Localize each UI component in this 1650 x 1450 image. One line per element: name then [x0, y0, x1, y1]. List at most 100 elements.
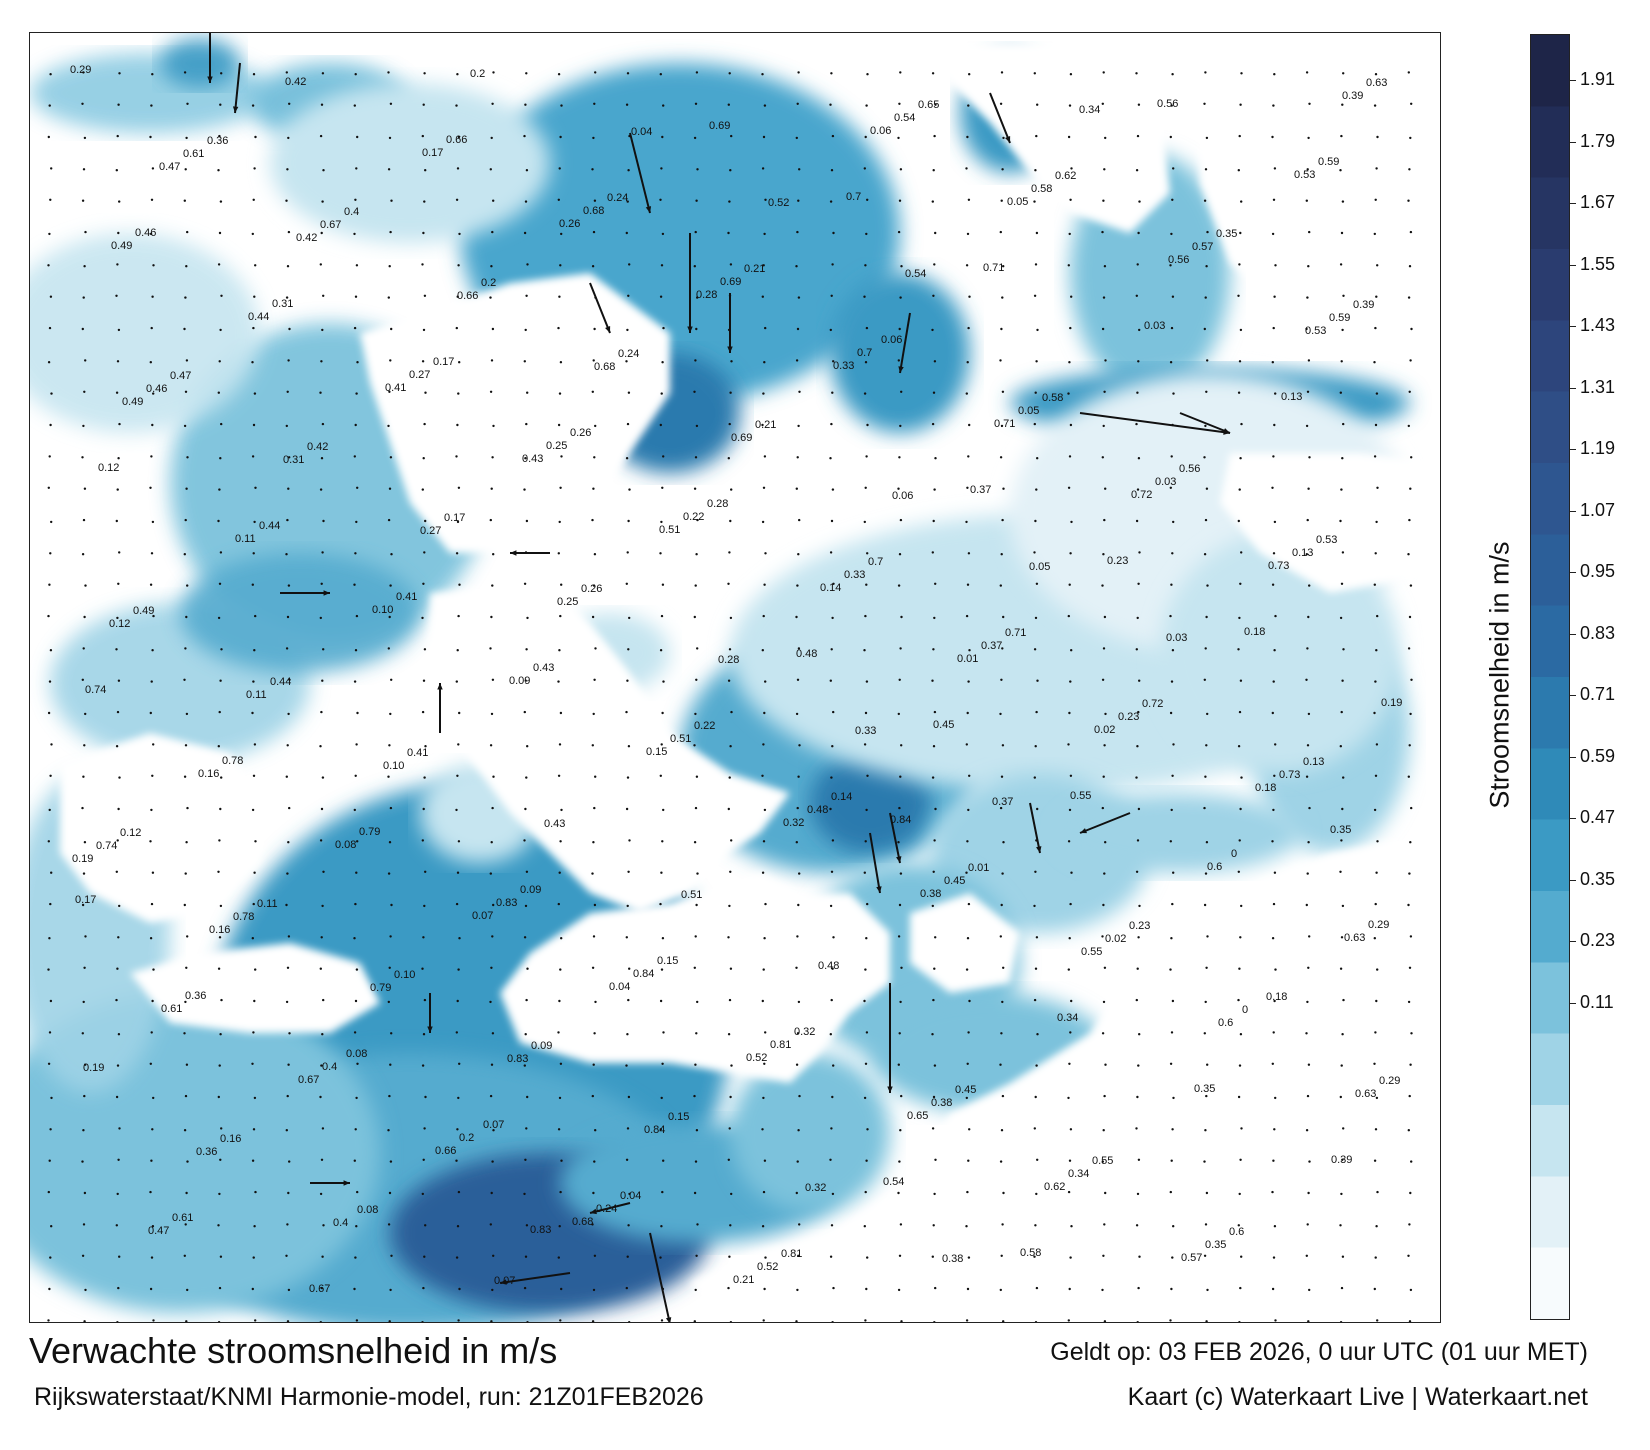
- speed-label: 0.54: [883, 1176, 904, 1188]
- flow-vector: [966, 361, 969, 364]
- flow-vector: [218, 839, 221, 842]
- flow-vector: [117, 457, 120, 460]
- flow-vector: [591, 872, 594, 875]
- flow-vector: [491, 327, 495, 331]
- flow-vector: [1238, 1192, 1241, 1196]
- speed-label: 0.42: [285, 76, 306, 88]
- flow-vector: [490, 487, 493, 490]
- flow-vector: [491, 806, 494, 810]
- flow-vector: [422, 936, 425, 939]
- flow-vector: [387, 296, 390, 299]
- flow-vector: [252, 73, 256, 76]
- flow-vector: [627, 519, 630, 523]
- flow-vector: [1137, 1158, 1141, 1162]
- flow-vector: [319, 839, 323, 842]
- flow-vector: [354, 423, 357, 427]
- flow-vector: [285, 1129, 288, 1132]
- speed-label: 0.29: [1379, 1075, 1400, 1087]
- flow-vector: [1203, 456, 1206, 459]
- flow-vector: [421, 134, 424, 138]
- flow-vector: [355, 392, 358, 395]
- flow-vector: [458, 232, 461, 236]
- speed-label: 0.73: [1268, 560, 1289, 572]
- flow-vector: [1373, 104, 1377, 107]
- flow-vector: [1203, 678, 1207, 681]
- flow-vector: [47, 1319, 50, 1322]
- flow-vector-head: [500, 1279, 507, 1285]
- speed-label: 0.45: [944, 875, 965, 887]
- flow-vector: [218, 360, 221, 363]
- flow-vector: [1373, 1062, 1376, 1066]
- flow-vector: [1308, 230, 1311, 234]
- current-speed-map[interactable]: 0.290.360.40.20.240.210.060.050.030.130.…: [30, 33, 1441, 1323]
- speed-label: 0.24: [607, 192, 628, 204]
- flow-vector: [525, 519, 529, 523]
- flow-vector: [149, 1062, 152, 1066]
- flow-vector: [1135, 1127, 1138, 1130]
- flow-vector: [626, 551, 629, 554]
- flow-vector: [797, 553, 800, 556]
- flow-vector: [421, 263, 424, 266]
- flow-vector: [865, 937, 868, 940]
- flow-vector: [558, 999, 561, 1003]
- speed-label: 0.49: [111, 240, 132, 252]
- flow-vector: [457, 614, 460, 618]
- flow-vector: [999, 1288, 1002, 1292]
- speed-label: 0.02: [1105, 933, 1126, 945]
- flow-vector: [387, 1223, 391, 1226]
- flow-vector: [591, 1094, 594, 1098]
- speed-label: 0.34: [1057, 1012, 1078, 1024]
- flow-vector: [729, 745, 732, 748]
- flow-vector: [218, 582, 222, 585]
- flow-vector: [219, 200, 223, 203]
- land-area: [1220, 453, 1440, 593]
- flow-vector: [659, 423, 662, 427]
- flow-vector: [1170, 104, 1173, 107]
- flow-vector: [932, 998, 935, 1002]
- flow-vector: [967, 552, 971, 555]
- flow-vector: [1138, 904, 1141, 908]
- flow-vector: [149, 583, 153, 586]
- flow-vector: [1272, 1256, 1276, 1259]
- flow-vector: [694, 806, 698, 810]
- flow-vector: [1339, 391, 1343, 394]
- flow-vector: [387, 518, 391, 522]
- flow-vector: [932, 870, 935, 873]
- flow-vector: [218, 488, 221, 491]
- flow-vector: [999, 359, 1002, 362]
- flow-vector: [1341, 457, 1344, 460]
- flow-vector: [763, 232, 766, 236]
- map-frame[interactable]: 0.29 0.36 0.4 0.2 0.24 0.21 0.06 0.05 0.03 0.13 0.…: [29, 32, 1441, 1323]
- flow-vector: [1410, 1032, 1413, 1035]
- flow-vector: [1271, 583, 1275, 586]
- flow-vector: [829, 200, 833, 203]
- flow-vector: [931, 551, 934, 554]
- speed-label: 0.22: [683, 511, 704, 523]
- flow-vector: [524, 103, 527, 106]
- speed-label: 0.25: [557, 596, 578, 608]
- flow-vector: [389, 102, 393, 106]
- flow-vector: [864, 968, 867, 971]
- speed-label: 0.83: [507, 1053, 528, 1065]
- speed-label: 0.33: [855, 725, 876, 737]
- flow-vector: [1408, 1320, 1412, 1322]
- flow-vector: [1203, 806, 1206, 810]
- speed-label: 0.43: [522, 453, 543, 465]
- flow-vector: [457, 1096, 460, 1100]
- flow-vector: [117, 231, 120, 235]
- flow-vector: [1136, 616, 1139, 620]
- flow-vector: [1340, 134, 1343, 138]
- flow-vector: [287, 841, 290, 844]
- flow-vector: [1239, 582, 1242, 585]
- flow-vector: [727, 231, 730, 235]
- flow-vector: [286, 615, 290, 619]
- flow-vector: [50, 743, 53, 746]
- flow-vector: [728, 1255, 731, 1258]
- flow-vector: [592, 712, 595, 716]
- flow-vector: [1035, 488, 1038, 491]
- flow-vector: [1137, 1286, 1140, 1290]
- speed-label: 0.49: [133, 605, 154, 617]
- speed-label: 0.44: [270, 676, 291, 688]
- speed-label: 0.25: [546, 440, 567, 452]
- speed-label: 0.2: [459, 1132, 474, 1144]
